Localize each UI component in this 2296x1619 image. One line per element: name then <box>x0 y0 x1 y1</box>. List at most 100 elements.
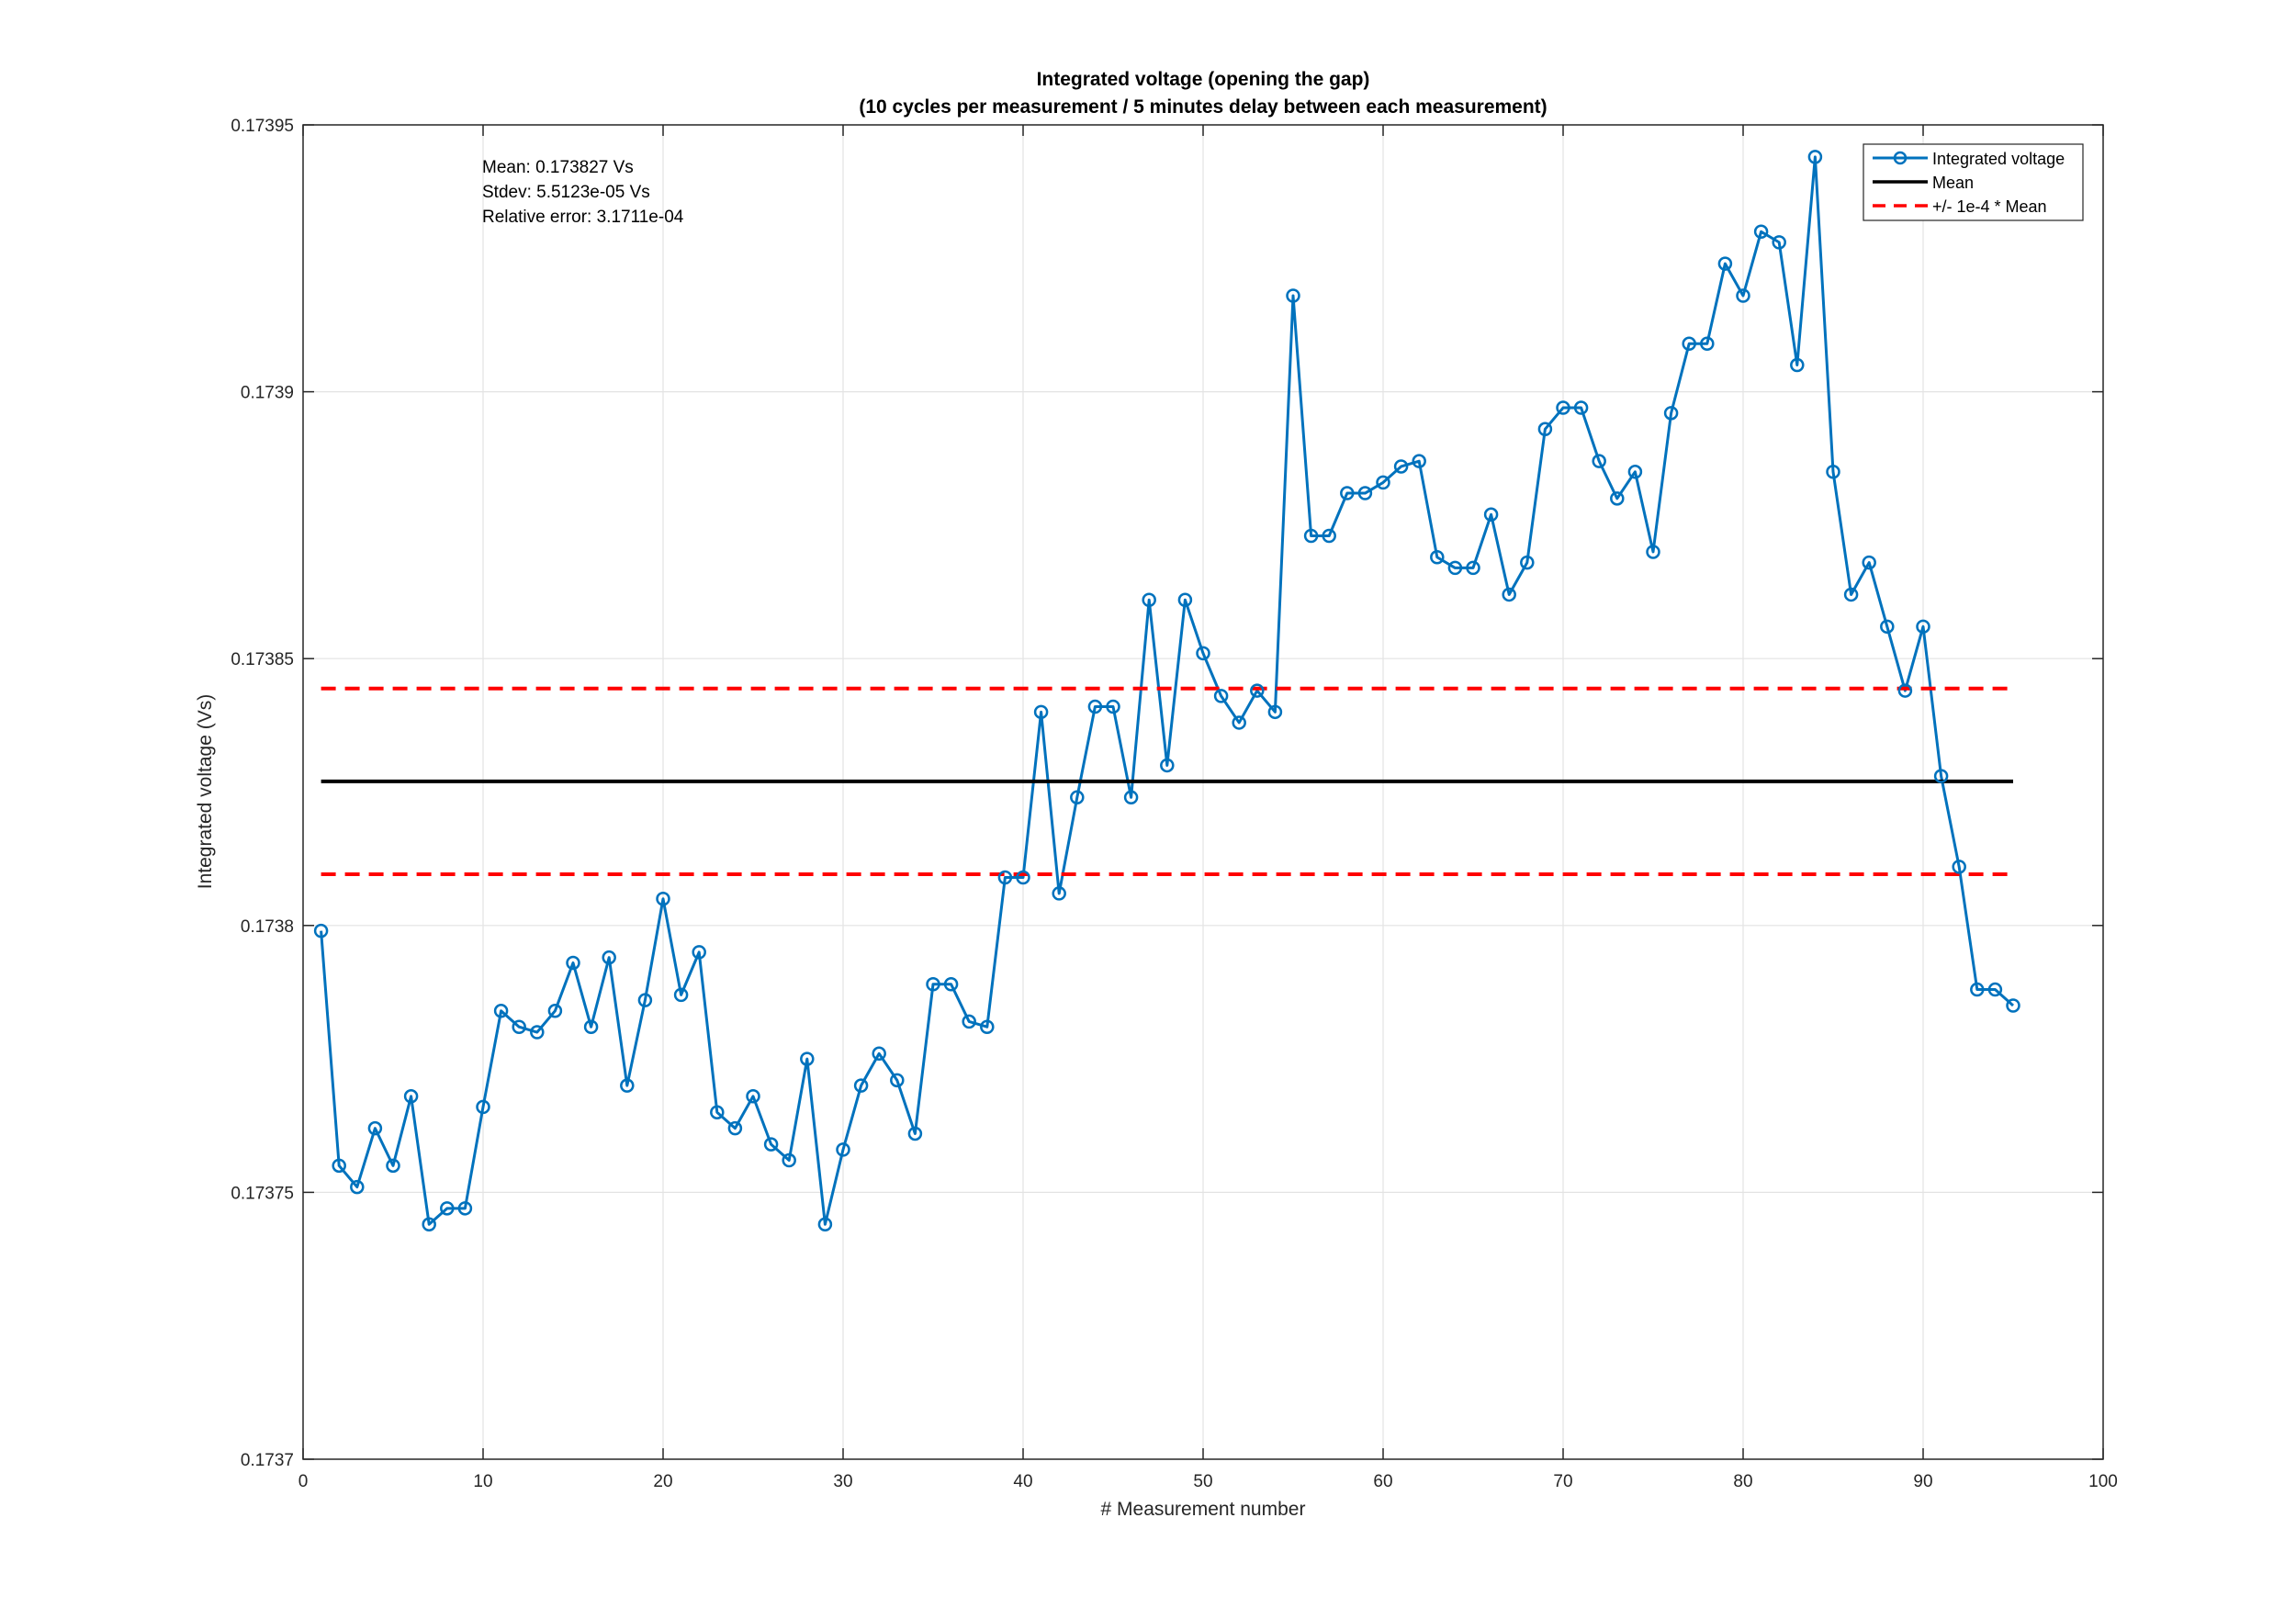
data-point <box>1880 619 1895 635</box>
data-point <box>493 1004 509 1018</box>
data-point <box>1286 288 1300 303</box>
data-point <box>1123 790 1139 805</box>
annotation-mean: Mean: 0.173827 Vs <box>482 158 634 177</box>
data-point <box>440 1201 455 1216</box>
data-point <box>1556 400 1570 415</box>
data-point <box>1862 555 1876 570</box>
data-point <box>710 1105 725 1119</box>
x-tick-label: 10 <box>473 1472 492 1491</box>
chart-subtitle: (10 cycles per measurement / 5 minutes d… <box>859 96 1547 118</box>
data-point <box>692 945 706 960</box>
data-point <box>1106 699 1120 714</box>
data-point <box>566 955 580 971</box>
legend-label-tolerance: +/- 1e-4 * Mean <box>1932 197 2047 216</box>
annotation-stdev: Stdev: 5.5123e-05 Vs <box>482 183 650 202</box>
data-point <box>926 976 940 992</box>
data-point <box>1646 545 1660 559</box>
data-point <box>962 1014 976 1029</box>
data-point <box>1592 454 1606 468</box>
data-point <box>763 1137 779 1152</box>
data-point <box>1537 422 1553 437</box>
data-point <box>1376 475 1390 490</box>
data-point <box>1483 507 1499 523</box>
y-tick-label: 0.17395 <box>231 117 294 136</box>
y-tick-label: 0.1737 <box>241 1451 294 1470</box>
y-tick-label: 0.17375 <box>231 1184 294 1203</box>
data-point <box>1357 486 1373 500</box>
legend-label-integrated-voltage: Integrated voltage <box>1932 150 2065 168</box>
data-point <box>1700 336 1715 352</box>
x-tick-label: 60 <box>1373 1472 1392 1491</box>
data-point <box>1520 555 1535 570</box>
y-axis-label: Integrated voltage (Vs) <box>195 694 216 889</box>
y-tick-label: 0.17385 <box>231 650 294 669</box>
x-tick-label: 90 <box>1913 1472 1932 1491</box>
series-line-integrated-voltage <box>320 155 2014 1226</box>
x-tick-label: 80 <box>1733 1472 1752 1491</box>
data-point <box>530 1025 545 1040</box>
data-point <box>1267 704 1283 720</box>
data-point <box>1213 689 1229 703</box>
data-point <box>1772 235 1786 250</box>
data-point <box>602 950 616 965</box>
data-point <box>746 1089 760 1104</box>
data-point <box>997 870 1013 885</box>
data-point <box>1916 619 1930 635</box>
ticks: 0 10 20 30 40 50 60 70 80 90 100 0.1737 0.17375 0.173… <box>231 117 2118 1491</box>
data-point <box>422 1217 436 1232</box>
data-point <box>1466 560 1480 576</box>
data-point <box>313 923 329 939</box>
data-point <box>512 1019 526 1034</box>
data-point <box>547 1004 563 1018</box>
data-point <box>1663 406 1679 421</box>
data-point <box>367 1120 383 1136</box>
data-point <box>1196 646 1210 661</box>
data-point <box>1970 982 1985 997</box>
data-point <box>386 1158 400 1174</box>
data-point <box>583 1019 599 1034</box>
data-point <box>1807 150 1823 164</box>
data-point <box>817 1217 833 1232</box>
data-point <box>1790 357 1805 373</box>
data-point <box>403 1089 419 1104</box>
data-point <box>476 1099 490 1115</box>
data-point <box>2006 998 2020 1013</box>
series-layer <box>313 150 2020 1232</box>
data-point <box>1502 587 1516 602</box>
x-tick-label: 20 <box>653 1472 672 1491</box>
data-point <box>1717 256 1733 271</box>
data-point <box>1610 491 1625 506</box>
data-point <box>1843 587 1859 602</box>
data-point <box>890 1073 905 1088</box>
data-point <box>457 1201 473 1216</box>
data-point <box>673 987 689 1003</box>
data-point <box>1430 550 1445 565</box>
data-point <box>1753 224 1769 239</box>
data-point <box>1933 769 1949 783</box>
data-point <box>1987 982 2003 997</box>
x-tick-label: 70 <box>1553 1472 1572 1491</box>
data-point <box>1447 560 1463 576</box>
data-point <box>1052 886 1066 901</box>
data-point <box>800 1051 815 1066</box>
data-point <box>853 1078 869 1093</box>
legend-marker-integrated-voltage <box>1893 151 1908 165</box>
data-point <box>907 1126 923 1141</box>
data-point <box>1232 715 1246 730</box>
data-point <box>1016 870 1030 885</box>
data-point <box>1087 699 1103 714</box>
data-point <box>980 1019 995 1034</box>
data-point <box>1177 592 1193 608</box>
data-point <box>727 1120 743 1136</box>
data-point <box>1033 704 1049 720</box>
data-point <box>1070 790 1085 805</box>
data-point <box>1340 486 1355 500</box>
data-point <box>943 976 959 992</box>
data-point <box>1826 465 1840 479</box>
x-axis-label: # Measurement number <box>1101 1499 1306 1520</box>
y-tick-label: 0.1738 <box>241 917 294 937</box>
x-tick-label: 30 <box>833 1472 852 1491</box>
data-point <box>350 1179 365 1195</box>
data-point <box>656 891 670 906</box>
